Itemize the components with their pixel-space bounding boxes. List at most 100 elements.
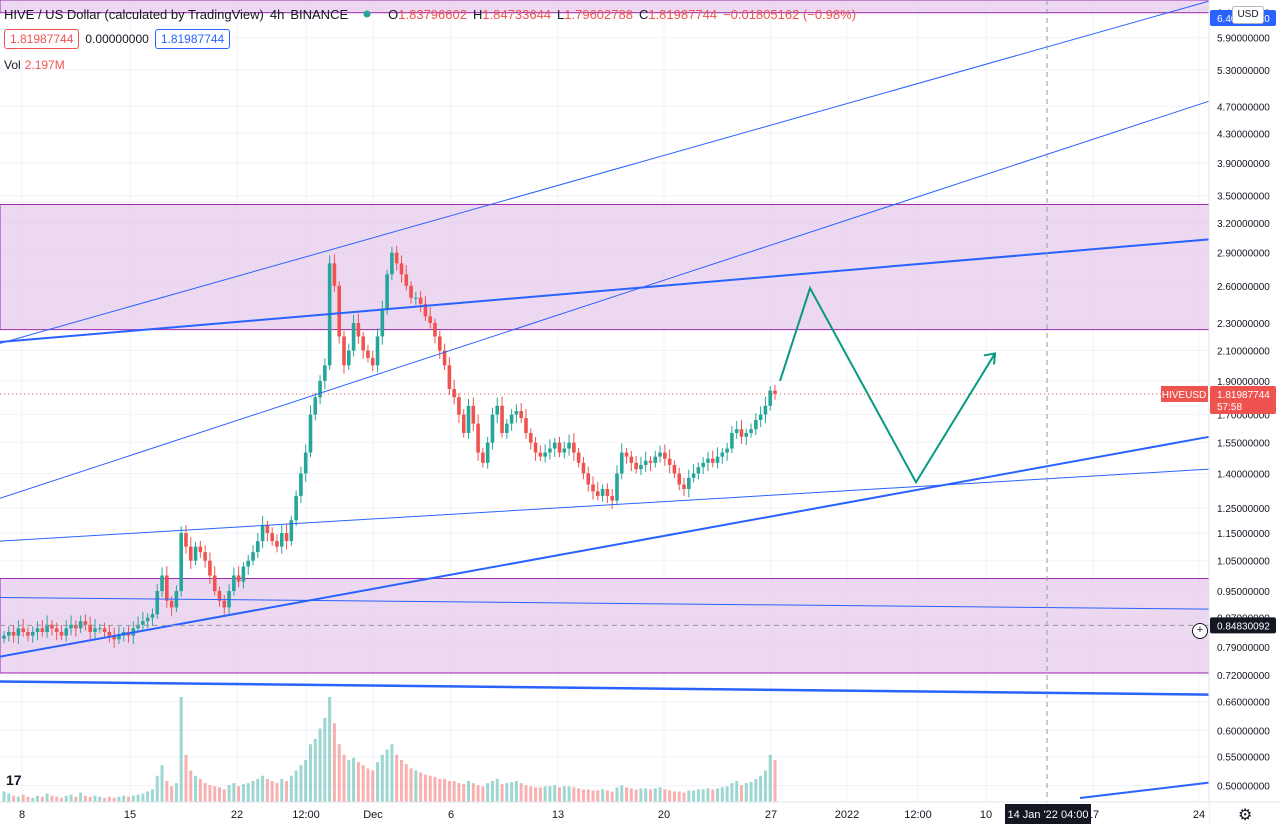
candle-body xyxy=(667,458,672,465)
volume-bar xyxy=(433,776,437,802)
y-tick-label: 0.60000000 xyxy=(1217,726,1270,737)
volume-bar xyxy=(7,793,11,802)
currency-button[interactable]: USD xyxy=(1232,6,1264,24)
candle-body xyxy=(6,631,11,636)
candle-body xyxy=(193,546,198,561)
candle-body xyxy=(572,442,576,453)
interval-label[interactable]: 4h xyxy=(269,6,285,22)
candle-body xyxy=(538,452,543,457)
candle-body xyxy=(361,336,365,351)
volume-bar xyxy=(672,791,676,802)
volume-bar xyxy=(467,781,471,802)
volume-bar xyxy=(246,783,250,802)
candle-body xyxy=(773,390,777,394)
candle-body xyxy=(490,414,495,443)
crosshair-icon[interactable]: + xyxy=(1192,623,1208,639)
gear-icon[interactable]: ⚙ xyxy=(1238,807,1253,824)
candle-body xyxy=(256,541,260,553)
volume-bar xyxy=(543,786,547,802)
candle-body xyxy=(591,484,595,492)
volume-bar xyxy=(160,765,164,802)
sell-price-box[interactable]: 1.81987744 xyxy=(4,29,80,49)
y-tick-label: 0.95000000 xyxy=(1217,587,1270,598)
candle-body xyxy=(236,575,241,582)
volume-bar xyxy=(677,791,681,802)
volume-bar xyxy=(577,788,581,802)
candle-body xyxy=(117,635,121,640)
volume-bar xyxy=(505,783,509,802)
candle-body xyxy=(375,336,380,366)
candle-body xyxy=(567,442,571,449)
time-axis-bg xyxy=(0,802,1209,824)
volume-bar xyxy=(270,781,274,802)
candle-body xyxy=(351,322,356,351)
trend-line-0 xyxy=(0,100,1210,499)
candle-body xyxy=(26,631,30,636)
candle-body xyxy=(208,560,212,576)
volume-bar xyxy=(380,754,384,802)
volume-bar xyxy=(26,796,30,802)
y-tick-label: 1.90000000 xyxy=(1217,377,1270,388)
zone-rect-0 xyxy=(0,203,1210,331)
candle-body xyxy=(179,533,183,592)
candle-body xyxy=(495,405,500,415)
y-tick-label: 0.55000000 xyxy=(1217,753,1270,764)
candle-body xyxy=(303,452,308,474)
candle-body xyxy=(485,442,490,463)
volume-bar xyxy=(107,796,111,802)
candle-body xyxy=(308,414,313,453)
volume-bar xyxy=(59,797,63,802)
volume-bar xyxy=(352,757,356,802)
last-price-bg xyxy=(1210,385,1276,414)
y-tick-label: 4.30000000 xyxy=(1217,129,1270,140)
x-tick-label: 27 xyxy=(765,809,777,821)
volume-legend: Vol 2.197M xyxy=(4,58,65,72)
volume-bar xyxy=(763,770,767,802)
x-tick-label: 8 xyxy=(19,809,25,821)
x-tick-label: 15 xyxy=(124,809,136,821)
buy-price-box[interactable]: 1.81987744 xyxy=(154,29,231,49)
volume-bar xyxy=(150,789,154,802)
x-tick-label: 20 xyxy=(658,809,670,821)
volume-bar xyxy=(629,788,633,802)
volume-bar xyxy=(648,789,652,802)
candle-body xyxy=(634,462,638,470)
volume-bar xyxy=(371,770,375,802)
candle-body xyxy=(433,322,437,337)
eye-icon[interactable] xyxy=(363,10,371,18)
low-label: L xyxy=(557,6,565,22)
y-tick-label: 2.30000000 xyxy=(1217,319,1270,330)
candle-body xyxy=(605,489,610,496)
candle-body xyxy=(203,552,207,561)
volume-bar xyxy=(285,781,289,802)
y-tick-label: 3.50000000 xyxy=(1217,192,1270,203)
volume-bar xyxy=(280,778,284,802)
candle-body xyxy=(533,442,538,453)
volume-bar xyxy=(98,796,102,802)
candle-body xyxy=(715,456,720,463)
candle-body xyxy=(11,631,16,636)
change-value: −0.01805162 (−0.98%) xyxy=(723,6,857,22)
y-tick-label: 1.25000000 xyxy=(1217,504,1270,515)
candle-body xyxy=(600,489,605,496)
candle-body xyxy=(390,252,394,275)
candle-body xyxy=(452,388,456,398)
volume-bar xyxy=(639,788,643,802)
volume-bar xyxy=(414,770,418,802)
volume-bar xyxy=(265,778,269,802)
volume-bar xyxy=(395,754,399,802)
candle-body xyxy=(251,552,255,561)
x-tick-label: 22 xyxy=(231,809,243,821)
volume-bar xyxy=(31,797,35,802)
volume-bar xyxy=(663,789,667,802)
candle-body xyxy=(54,628,59,632)
volume-bar xyxy=(620,785,624,802)
tradingview-logo[interactable]: 17 xyxy=(6,772,22,788)
volume-bar xyxy=(184,754,188,802)
candle-body xyxy=(404,274,409,286)
symbol-title[interactable]: HIVE / US Dollar (calculated by TradingV… xyxy=(4,6,264,22)
volume-bar xyxy=(438,778,442,802)
candle-body xyxy=(21,628,25,632)
close-label: C xyxy=(638,6,649,22)
